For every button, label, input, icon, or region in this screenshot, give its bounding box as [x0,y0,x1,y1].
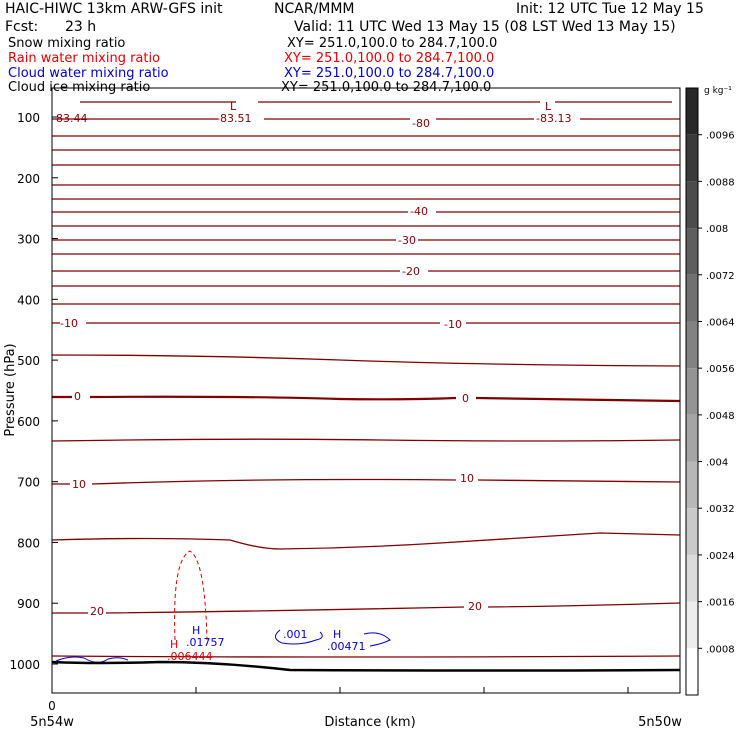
colorbar-unit: g kg⁻¹ [704,86,732,96]
extremum-value: .00471 [327,640,366,653]
field-rain-label: Rain water mixing ratio [8,51,161,66]
cloud-water-contour [275,629,323,645]
x-endpoint-left: 5n54w [30,715,74,730]
y-tick-label: 500 [17,354,40,368]
colorbar-swatch [686,601,698,649]
extremum-marker-H: H [170,638,178,651]
isotherm-label: -10 [444,318,462,331]
fcst-label: Fcst: [5,19,39,35]
model-title: HAIC-HIWC 13km ARW-GFS init [5,1,223,17]
y-tick-label: 300 [17,233,40,247]
extremum-marker-H: H [333,628,341,641]
y-tick-label: 600 [17,415,40,429]
colorbar-swatch [686,181,698,229]
isotherm-label: -10 [60,317,78,330]
isotherm [51,354,681,367]
isotherms [51,101,681,658]
field-rain-xy: XY= 251.0,100.0 to 284.7,100.0 [284,51,495,66]
y-axis-label: Pressure (hPa) [3,343,18,436]
isotherm-label: 10 [460,472,474,485]
extremum-marker-L: L [230,100,237,113]
isotherm-label: 20 [90,605,104,618]
isotherm [51,655,681,658]
colorbar-tick-label: .0032 [706,504,735,515]
isotherm-label: 0 [74,390,81,403]
colorbar-tick-label: .0072 [706,271,735,282]
isotherm-label: -20 [402,265,420,278]
extremum-marker-H: H [192,624,200,637]
cloud-water-contour [363,632,391,647]
isotherm-label: 0 [462,392,469,405]
colorbar-swatch [686,508,698,555]
fcst-value: 23 h [65,19,97,35]
colorbar-swatch [686,134,698,182]
x-axis-label: Distance (km) [324,715,415,730]
colorbar-swatch [686,648,698,695]
isotherm-label: -83.13 [536,112,571,125]
rain-water-contour [174,550,208,641]
org-label: NCAR/MMM [274,1,355,17]
colorbar-tick-label: .0024 [706,551,735,562]
isotherm-label: -83.44 [52,112,87,125]
plot-frame [51,87,681,694]
isotherm [51,438,681,442]
y-tick-label: 400 [17,293,40,307]
colorbar-swatch [686,274,698,322]
x-endpoint-right: 5n50w [638,715,682,730]
y-tick-label: 1000 [9,658,40,672]
x-tick-zero: 0 [48,699,56,713]
isotherm-label: -80 [412,117,430,130]
isotherm [52,602,681,614]
isotherm-label: -40 [410,205,428,218]
extremum-marker-L: L [545,100,552,113]
field-snow-label: Snow mixing ratio [8,36,126,51]
y-tick-label: 200 [17,172,40,186]
colorbar-tick-label: .004 [706,458,728,469]
colorbar-swatch [686,414,698,462]
colorbar-frame [685,87,699,696]
y-tick-label: 700 [17,476,40,490]
y-tick-label: 800 [17,536,40,550]
valid-time: Valid: 11 UTC Wed 13 May 15 (08 LST Wed … [294,19,676,35]
field-snow-xy: XY= 251.0,100.0 to 284.7,100.0 [287,36,498,51]
colorbar-tick-label: .0008 [706,644,735,655]
colorbar-swatch [686,554,698,602]
colorbar-tick-label: .0096 [706,131,735,142]
y-tick-label: 900 [17,597,40,611]
terrain-line [51,660,681,672]
colorbar-swatch [686,88,698,135]
isotherm-label: -83.51 [216,112,251,125]
cloud-contour-label: .001 [283,628,308,641]
init-time: Init: 12 UTC Tue 12 May 15 [516,1,704,17]
colorbar-tick-label: .0048 [706,411,735,422]
isotherm-label: 10 [72,478,86,491]
colorbar-tick-label: .0064 [706,317,735,328]
colorbar-swatch [686,461,698,509]
colorbar-tick-label: .0088 [706,177,735,188]
colorbar-tick-label: .008 [706,224,728,235]
extremum-value: .006444 [167,650,213,663]
colorbar-tick-label: .0056 [706,364,735,375]
extremum-value: .01757 [186,636,225,649]
field-cloudwater-xy: XY= 251.0,100.0 to 284.7,100.0 [284,66,495,81]
isotherm [52,478,681,485]
colorbar-tick-label: .0016 [706,598,735,609]
y-tick-label: 100 [17,111,40,125]
field-cloudwater-label: Cloud water mixing ratio [8,66,169,81]
colorbar-swatch [686,321,698,369]
isotherm-label: -30 [398,234,416,247]
isotherm [51,532,681,550]
colorbar-swatch [686,228,698,275]
isotherm-label: 20 [468,600,482,613]
isotherm [52,395,681,403]
colorbar-swatch [686,368,698,415]
